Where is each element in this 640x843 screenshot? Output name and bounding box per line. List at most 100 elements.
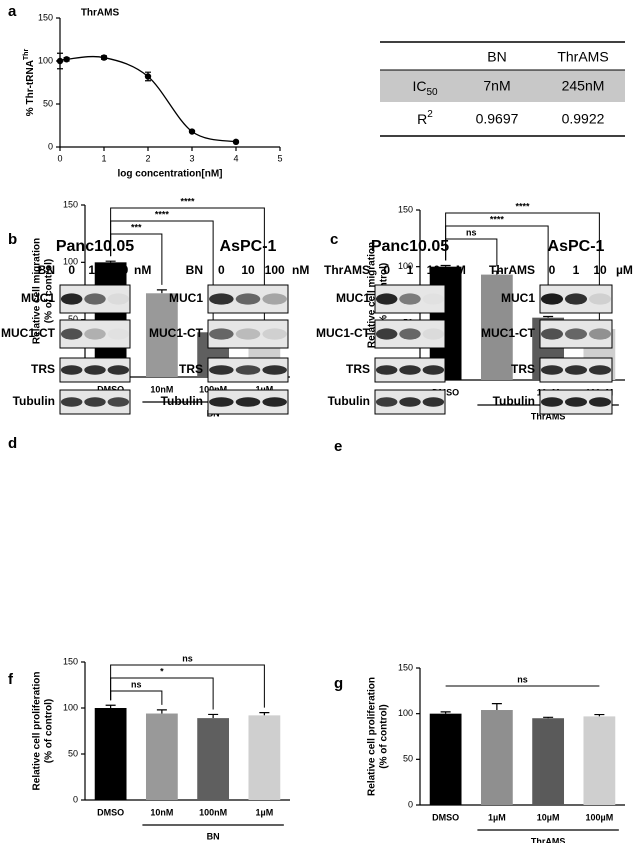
cell-line-label: AsPC-1 [220, 238, 277, 255]
y-tick-label: 150 [398, 662, 413, 672]
significance-label: ns [182, 653, 193, 663]
x-tick-label: 1 [101, 153, 106, 163]
dose-label: 0 [68, 263, 75, 277]
panel-label: a [8, 3, 17, 20]
blot-row-label: MUC1 [21, 291, 55, 305]
y-axis-label-text: % Thr-tRNA [25, 60, 36, 116]
y-tick-label: 50 [68, 314, 78, 324]
x-tick-label: 10µM [537, 812, 560, 822]
significance-label: * [160, 666, 164, 676]
blot-band [235, 397, 261, 407]
significance-bracket [110, 207, 265, 327]
blot-row-label: TRS [511, 362, 535, 376]
significance-label: ns [131, 679, 142, 689]
y-tick-label: 0 [48, 141, 53, 151]
dose-label: 0 [218, 263, 225, 277]
blot-row-label: MUC1-CT [1, 326, 56, 340]
row-label-sup: 2 [427, 109, 433, 120]
x-tick-label: 3 [189, 153, 194, 163]
blot-row-label: Tubulin [328, 394, 370, 408]
x-tick-label: 1µM [488, 812, 506, 822]
significance-label: ns [517, 674, 528, 684]
blot-band [235, 293, 261, 305]
blot-row-label: Tubulin [161, 394, 203, 408]
chart-title: ThrAMS [81, 8, 120, 19]
y-tick-label: 150 [63, 656, 78, 666]
table-header: ThrAMS [557, 49, 608, 65]
blot-band [209, 397, 234, 407]
blot-band [540, 397, 564, 407]
blot-band [60, 328, 83, 340]
y-tick-label: 100 [63, 257, 78, 267]
blot-band [540, 328, 564, 340]
blot-row-label: TRS [31, 362, 55, 376]
treatment-label: ThrAMS [324, 263, 370, 277]
panel-label: b [8, 231, 17, 248]
panel-label: d [8, 435, 17, 452]
significance-bracket [445, 212, 600, 321]
error-bar [208, 713, 219, 719]
unit-label: µM [449, 263, 466, 277]
bar [480, 710, 513, 805]
blot-band [399, 397, 421, 407]
panel-label: e [334, 438, 342, 455]
blot-band [564, 397, 588, 407]
table-row-shade [380, 70, 625, 102]
blot-band [262, 328, 287, 340]
dose-label: 0 [383, 263, 390, 277]
error-bar [440, 264, 451, 267]
y-axis-label: Relative cell proliferation [32, 672, 43, 791]
treatment-label: BN [186, 263, 203, 277]
unit-label: µM [616, 263, 633, 277]
y-tick-label: 0 [73, 794, 78, 804]
bar [94, 708, 127, 800]
y-tick-label: 100 [398, 708, 413, 718]
blot-band [209, 365, 234, 375]
significance-bracket [110, 664, 265, 708]
blot-band [375, 365, 398, 375]
blot-row-label: MUC1 [501, 291, 535, 305]
error-bar [543, 315, 554, 318]
bar [583, 716, 616, 805]
table-cell: 245nM [562, 78, 605, 94]
dose-label: 10 [593, 263, 607, 277]
x-tick-label: 1µM [256, 807, 274, 817]
panel-label: g [334, 675, 343, 692]
cell-line-label: Panc10.05 [56, 238, 134, 255]
dose-label: 100 [265, 263, 285, 277]
significance-label: **** [180, 196, 195, 206]
blot-band [60, 293, 83, 305]
bar [480, 274, 513, 380]
x-tick-label: DMSO [432, 812, 459, 822]
blot-band [262, 365, 287, 375]
dose-label: 100 [108, 263, 128, 277]
x-tick-label: 5 [277, 153, 282, 163]
cell-line-label: AsPC-1 [548, 238, 605, 255]
dose-label: 1 [407, 263, 414, 277]
y-tick-label: 100 [398, 261, 413, 271]
error-bar [594, 713, 605, 717]
dose-label: 10 [427, 263, 441, 277]
dose-label: 10 [241, 263, 255, 277]
significance-label: **** [490, 214, 505, 224]
y-tick-label: 100 [38, 55, 53, 65]
y-axis-label-sup: Thr [23, 49, 30, 61]
blot-band [375, 328, 398, 340]
table-row-label: R2 [417, 109, 433, 127]
blot-band [422, 328, 445, 340]
data-point [63, 56, 70, 63]
y-tick-label: 100 [63, 702, 78, 712]
blot-band [399, 328, 421, 340]
blot-band [235, 328, 261, 340]
blot-row-label: MUC1-CT [481, 326, 536, 340]
y-tick-label: 150 [398, 204, 413, 214]
blot-band [60, 397, 83, 407]
bar [532, 718, 565, 805]
blot-band [107, 397, 130, 407]
dose-label: 1 [573, 263, 580, 277]
blot-band [422, 397, 445, 407]
blot-band [399, 365, 421, 375]
y-tick-label: 150 [38, 12, 53, 22]
y-axis-label: Relative cell migration [32, 238, 43, 344]
y-axis-label: Relative cell migration [367, 242, 378, 348]
